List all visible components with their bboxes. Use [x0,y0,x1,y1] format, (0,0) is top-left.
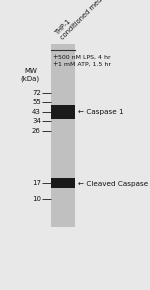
Text: ← Caspase 1: ← Caspase 1 [78,109,124,115]
Text: +: + [52,61,58,67]
Text: ← Cleaved Caspase 1(p20): ← Cleaved Caspase 1(p20) [78,180,150,186]
Text: 10: 10 [32,196,41,202]
Text: 34: 34 [32,118,41,124]
Text: 500 nM LPS, 4 hr: 500 nM LPS, 4 hr [58,55,111,60]
Text: MW
(kDa): MW (kDa) [21,68,40,82]
Text: 43: 43 [32,109,41,115]
Text: 17: 17 [32,180,41,186]
Bar [51,105,75,119]
Bar [51,178,75,188]
Text: 26: 26 [32,128,41,134]
Bar [51,44,75,227]
Text: 72: 72 [32,90,41,96]
Text: 1 mM ATP, 1.5 hr: 1 mM ATP, 1.5 hr [58,62,111,67]
Text: +: + [52,54,58,60]
Text: 55: 55 [32,99,41,105]
Text: THP-1
conditioned medium: THP-1 conditioned medium [55,0,112,40]
